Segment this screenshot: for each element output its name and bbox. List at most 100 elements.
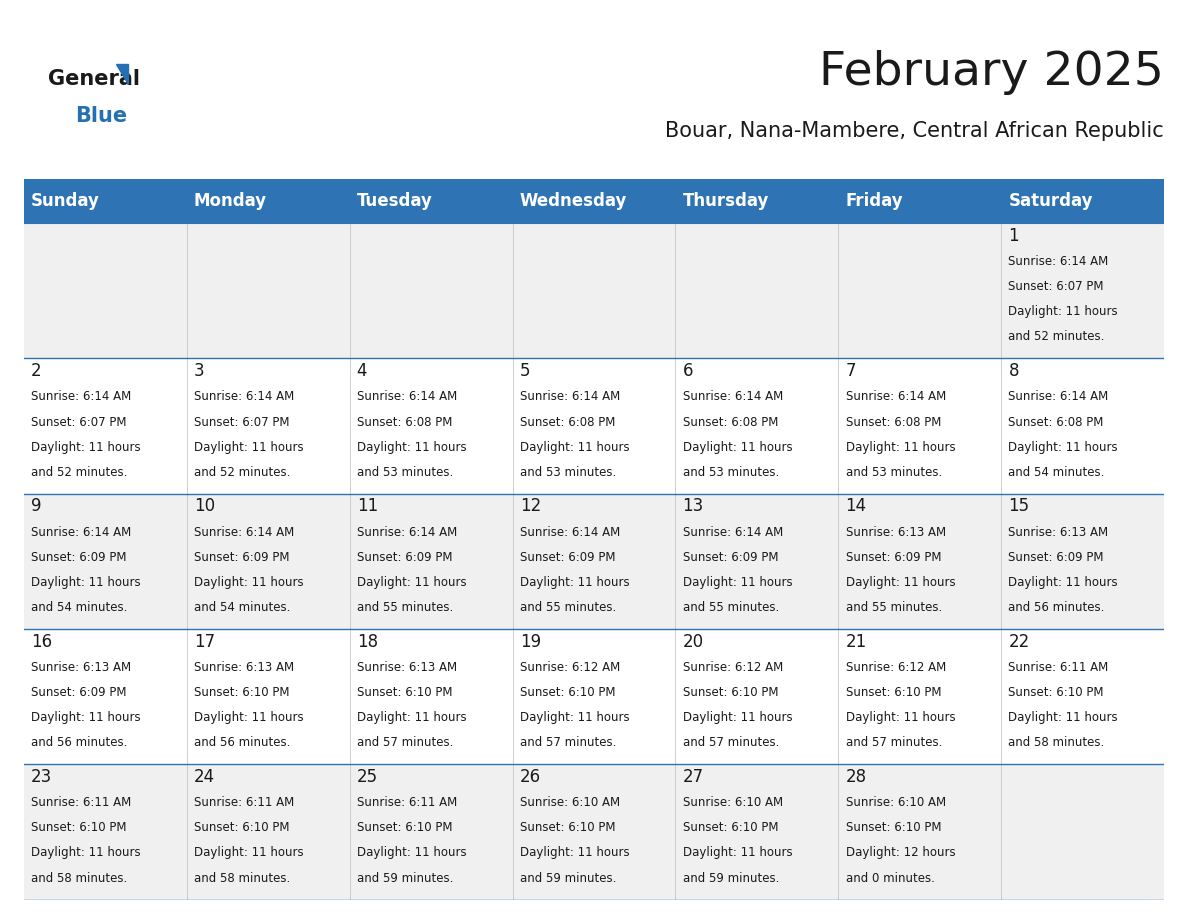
Text: Sunrise: 6:14 AM: Sunrise: 6:14 AM xyxy=(846,390,946,404)
Bar xyxy=(24,223,187,358)
Text: 8: 8 xyxy=(1009,362,1019,380)
Text: Sunrise: 6:11 AM: Sunrise: 6:11 AM xyxy=(31,797,131,810)
Text: Sunset: 6:09 PM: Sunset: 6:09 PM xyxy=(31,551,126,564)
Text: Sunset: 6:10 PM: Sunset: 6:10 PM xyxy=(356,686,453,700)
Bar xyxy=(187,494,349,629)
Bar xyxy=(512,629,676,765)
Text: Sunset: 6:08 PM: Sunset: 6:08 PM xyxy=(846,416,941,429)
Text: Sunrise: 6:14 AM: Sunrise: 6:14 AM xyxy=(356,526,457,539)
Text: and 59 minutes.: and 59 minutes. xyxy=(356,871,453,885)
Bar xyxy=(512,358,676,494)
Text: and 57 minutes.: and 57 minutes. xyxy=(846,736,942,749)
Bar xyxy=(676,494,839,629)
Text: Daylight: 11 hours: Daylight: 11 hours xyxy=(683,846,792,859)
Text: 11: 11 xyxy=(356,498,378,515)
Text: Sunset: 6:07 PM: Sunset: 6:07 PM xyxy=(31,416,126,429)
Text: 17: 17 xyxy=(194,633,215,651)
Text: 5: 5 xyxy=(519,362,530,380)
Text: 4: 4 xyxy=(356,362,367,380)
Text: Sunset: 6:09 PM: Sunset: 6:09 PM xyxy=(1009,551,1104,564)
Text: and 54 minutes.: and 54 minutes. xyxy=(31,601,127,614)
Text: Daylight: 11 hours: Daylight: 11 hours xyxy=(519,711,630,724)
Text: and 59 minutes.: and 59 minutes. xyxy=(683,871,779,885)
Text: Daylight: 11 hours: Daylight: 11 hours xyxy=(846,711,955,724)
Text: Daylight: 11 hours: Daylight: 11 hours xyxy=(31,711,140,724)
Text: Daylight: 11 hours: Daylight: 11 hours xyxy=(846,576,955,588)
Bar xyxy=(349,494,512,629)
Text: Daylight: 11 hours: Daylight: 11 hours xyxy=(519,576,630,588)
Text: Blue: Blue xyxy=(75,106,127,126)
Text: Sunrise: 6:10 AM: Sunrise: 6:10 AM xyxy=(846,797,946,810)
Text: General: General xyxy=(48,69,139,89)
Text: Daylight: 11 hours: Daylight: 11 hours xyxy=(683,711,792,724)
Bar xyxy=(349,223,512,358)
Text: Daylight: 11 hours: Daylight: 11 hours xyxy=(194,576,303,588)
Text: 9: 9 xyxy=(31,498,42,515)
Bar xyxy=(676,629,839,765)
Text: Daylight: 11 hours: Daylight: 11 hours xyxy=(356,846,467,859)
Bar xyxy=(187,358,349,494)
Text: and 55 minutes.: and 55 minutes. xyxy=(683,601,779,614)
Text: Sunset: 6:09 PM: Sunset: 6:09 PM xyxy=(31,686,126,700)
Text: and 53 minutes.: and 53 minutes. xyxy=(356,465,453,478)
Text: Sunset: 6:10 PM: Sunset: 6:10 PM xyxy=(31,822,126,834)
Text: Thursday: Thursday xyxy=(683,192,769,210)
Text: Bouar, Nana-Mambere, Central African Republic: Bouar, Nana-Mambere, Central African Rep… xyxy=(665,121,1164,141)
Text: 3: 3 xyxy=(194,362,204,380)
Text: Sunset: 6:08 PM: Sunset: 6:08 PM xyxy=(683,416,778,429)
Text: Sunrise: 6:14 AM: Sunrise: 6:14 AM xyxy=(194,390,295,404)
Text: 24: 24 xyxy=(194,768,215,786)
Text: Daylight: 11 hours: Daylight: 11 hours xyxy=(1009,441,1118,453)
Text: and 58 minutes.: and 58 minutes. xyxy=(31,871,127,885)
Text: and 57 minutes.: and 57 minutes. xyxy=(356,736,453,749)
Text: Sunday: Sunday xyxy=(31,192,100,210)
Text: Sunrise: 6:13 AM: Sunrise: 6:13 AM xyxy=(1009,526,1108,539)
Text: Sunrise: 6:10 AM: Sunrise: 6:10 AM xyxy=(519,797,620,810)
Text: and 58 minutes.: and 58 minutes. xyxy=(1009,736,1105,749)
Bar xyxy=(24,629,187,765)
Text: Daylight: 11 hours: Daylight: 11 hours xyxy=(356,576,467,588)
Text: Daylight: 11 hours: Daylight: 11 hours xyxy=(683,441,792,453)
Text: Sunset: 6:10 PM: Sunset: 6:10 PM xyxy=(683,686,778,700)
Text: Sunrise: 6:14 AM: Sunrise: 6:14 AM xyxy=(31,526,131,539)
Text: Sunset: 6:09 PM: Sunset: 6:09 PM xyxy=(356,551,453,564)
Text: Sunrise: 6:14 AM: Sunrise: 6:14 AM xyxy=(1009,390,1108,404)
Text: 27: 27 xyxy=(683,768,703,786)
Bar xyxy=(1001,358,1164,494)
Text: Sunset: 6:08 PM: Sunset: 6:08 PM xyxy=(519,416,615,429)
Text: 18: 18 xyxy=(356,633,378,651)
Text: and 55 minutes.: and 55 minutes. xyxy=(519,601,615,614)
Text: Tuesday: Tuesday xyxy=(356,192,432,210)
Text: Daylight: 11 hours: Daylight: 11 hours xyxy=(1009,576,1118,588)
Bar xyxy=(676,179,839,223)
Text: 20: 20 xyxy=(683,633,703,651)
Text: Sunrise: 6:11 AM: Sunrise: 6:11 AM xyxy=(356,797,457,810)
Text: and 52 minutes.: and 52 minutes. xyxy=(31,465,127,478)
Text: Sunset: 6:10 PM: Sunset: 6:10 PM xyxy=(846,822,941,834)
Text: Daylight: 11 hours: Daylight: 11 hours xyxy=(356,441,467,453)
Text: Sunrise: 6:14 AM: Sunrise: 6:14 AM xyxy=(519,526,620,539)
Bar xyxy=(24,494,187,629)
Text: and 55 minutes.: and 55 minutes. xyxy=(846,601,942,614)
Text: Daylight: 11 hours: Daylight: 11 hours xyxy=(31,846,140,859)
Bar xyxy=(24,358,187,494)
Text: Sunrise: 6:14 AM: Sunrise: 6:14 AM xyxy=(683,390,783,404)
Text: Sunset: 6:09 PM: Sunset: 6:09 PM xyxy=(683,551,778,564)
Text: Daylight: 11 hours: Daylight: 11 hours xyxy=(846,441,955,453)
Text: and 54 minutes.: and 54 minutes. xyxy=(194,601,290,614)
Text: Sunrise: 6:14 AM: Sunrise: 6:14 AM xyxy=(31,390,131,404)
Text: Sunset: 6:09 PM: Sunset: 6:09 PM xyxy=(194,551,290,564)
Polygon shape xyxy=(116,64,128,84)
Text: Sunset: 6:07 PM: Sunset: 6:07 PM xyxy=(194,416,290,429)
Text: Sunrise: 6:14 AM: Sunrise: 6:14 AM xyxy=(683,526,783,539)
Text: and 53 minutes.: and 53 minutes. xyxy=(519,465,615,478)
Text: Monday: Monday xyxy=(194,192,267,210)
Text: Daylight: 11 hours: Daylight: 11 hours xyxy=(519,846,630,859)
Text: February 2025: February 2025 xyxy=(820,50,1164,95)
Bar xyxy=(839,179,1001,223)
Text: Sunset: 6:10 PM: Sunset: 6:10 PM xyxy=(519,822,615,834)
Text: Sunrise: 6:12 AM: Sunrise: 6:12 AM xyxy=(683,661,783,674)
Text: Sunrise: 6:12 AM: Sunrise: 6:12 AM xyxy=(519,661,620,674)
Text: 25: 25 xyxy=(356,768,378,786)
Text: Sunset: 6:10 PM: Sunset: 6:10 PM xyxy=(846,686,941,700)
